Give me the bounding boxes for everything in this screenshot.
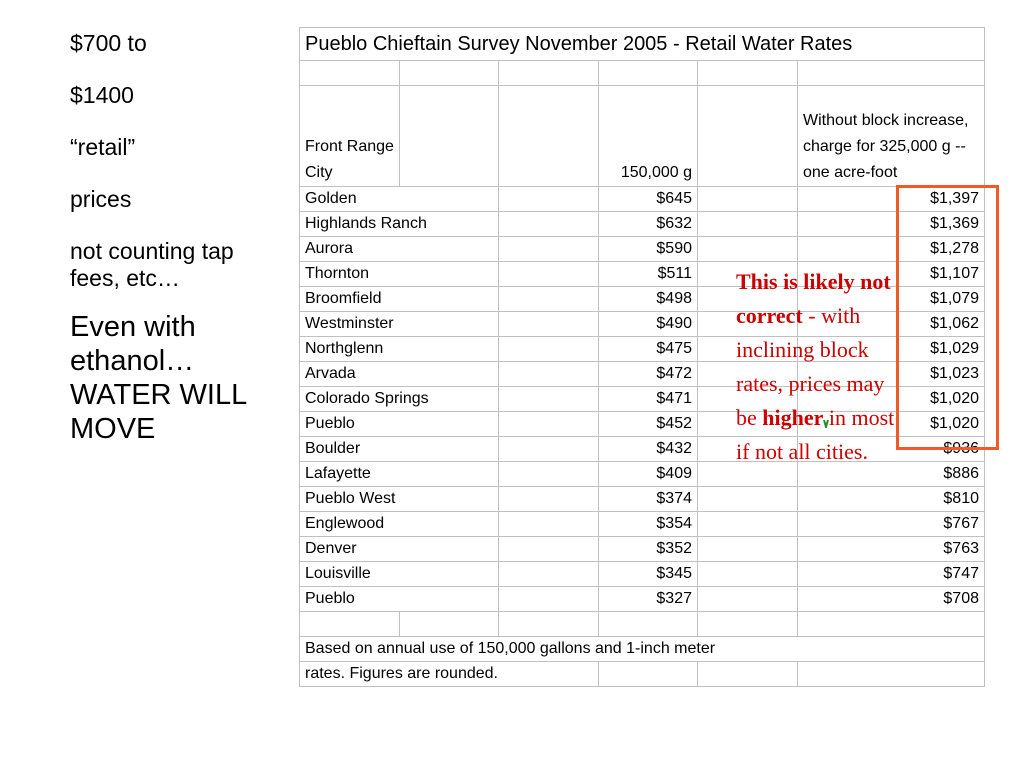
table-footer-line1: Based on annual use of 150,000 gallons a… [299, 636, 985, 662]
cell-city: Pueblo [299, 586, 499, 612]
cell-city: Denver [299, 536, 499, 562]
table-row: Denver $352 $763 [299, 536, 985, 562]
cell-150000: $472 [598, 361, 698, 387]
header-325000: Without block increase, charge for 325,0… [797, 85, 985, 187]
table-row: Pueblo $327 $708 [299, 586, 985, 612]
cell-150000: $409 [598, 461, 698, 487]
cell-150000: $511 [598, 261, 698, 287]
note-retail: “retail” [70, 134, 136, 160]
note-heading: This is likely not correct [736, 269, 891, 328]
header-city: Front Range City [299, 85, 400, 187]
cell-325000: $747 [797, 561, 985, 587]
cell-city: Northglenn [299, 336, 499, 362]
cell-150000: $475 [598, 336, 698, 362]
cell-150000: $352 [598, 536, 698, 562]
note-price-range-start: $700 to [70, 30, 147, 56]
cell-city: Louisville [299, 561, 499, 587]
cell-150000: $452 [598, 411, 698, 437]
table-row: Highlands Ranch $632 $1,369 [299, 211, 985, 237]
cell-city: Highlands Ranch [299, 211, 499, 237]
cell-city: Aurora [299, 236, 499, 262]
cell-city: Westminster [299, 311, 499, 337]
table-title: Pueblo Chieftain Survey November 2005 - … [299, 27, 985, 61]
table-rows: Golden $645 $1,397 Highlands Ranch $632 $1,36… [299, 186, 985, 612]
cell-325000: $810 [797, 486, 985, 512]
cell-city: Boulder [299, 436, 499, 462]
cell-150000: $432 [598, 436, 698, 462]
cell-150000: $374 [598, 486, 698, 512]
table-row: Golden $645 $1,397 [299, 186, 985, 212]
table-footer-line2: rates. Figures are rounded. [299, 661, 599, 687]
cell-city: Broomfield [299, 286, 499, 312]
cell-city: Arvada [299, 361, 499, 387]
cell-150000: $498 [598, 286, 698, 312]
cell-150000: $590 [598, 236, 698, 262]
cell-150000: $345 [598, 561, 698, 587]
table-row: Westminster $490 $1,062 [299, 311, 985, 337]
cell-city: Lafayette [299, 461, 499, 487]
cell-150000: $632 [598, 211, 698, 237]
note-tap-fees: not counting tap fees, etc… [70, 238, 234, 291]
note-emphasis: higher [762, 405, 824, 430]
table-row: Pueblo West $374 $810 [299, 486, 985, 512]
note-body-1: - with inclining block rates, prices may… [736, 303, 885, 430]
cell-325000: $767 [797, 511, 985, 537]
cell-150000: $490 [598, 311, 698, 337]
cell-city: Colorado Springs [299, 386, 499, 412]
cell-325000: $1,029 [797, 336, 985, 362]
cell-city: Thornton [299, 261, 499, 287]
cell-325000: $1,062 [797, 311, 985, 337]
cell-325000: $708 [797, 586, 985, 612]
cell-325000: $1,278 [797, 236, 985, 262]
header-150000: 150,000 g [598, 85, 698, 187]
table-row: Englewood $354 $767 [299, 511, 985, 537]
note-price-range-end: $1400 [70, 82, 134, 108]
table-row: Louisville $345 $747 [299, 561, 985, 587]
table-row: Pueblo $452 $1,020 [299, 411, 985, 437]
cell-325000: $763 [797, 536, 985, 562]
left-notes: $700 to $1400 “retail” prices not counti… [70, 30, 280, 446]
note-prices: prices [70, 186, 132, 212]
annotation-note: This is likely not correct - with inclin… [736, 265, 906, 469]
cell-city: Golden [299, 186, 499, 212]
note-ethanol: Even with ethanol… WATER WILL MOVE [70, 311, 247, 445]
cell-city: Pueblo West [299, 486, 499, 512]
water-rates-table: Pueblo Chieftain Survey November 2005 - … [299, 27, 985, 687]
table-row: Aurora $590 $1,278 [299, 236, 985, 262]
cell-150000: $645 [598, 186, 698, 212]
cell-325000: $1,020 [797, 411, 985, 437]
table-row: Northglenn $475 $1,029 [299, 336, 985, 362]
cell-325000: $886 [797, 461, 985, 487]
note-body-2: in most if not all cities. [736, 405, 895, 464]
cell-150000: $327 [598, 586, 698, 612]
green-tick-mark [823, 419, 829, 428]
cell-city: Englewood [299, 511, 499, 537]
cell-150000: $471 [598, 386, 698, 412]
cell-150000: $354 [598, 511, 698, 537]
cell-325000: $1,397 [797, 186, 985, 212]
cell-325000: $1,369 [797, 211, 985, 237]
cell-city: Pueblo [299, 411, 499, 437]
table-row: Colorado Springs $471 $1,020 [299, 386, 985, 412]
